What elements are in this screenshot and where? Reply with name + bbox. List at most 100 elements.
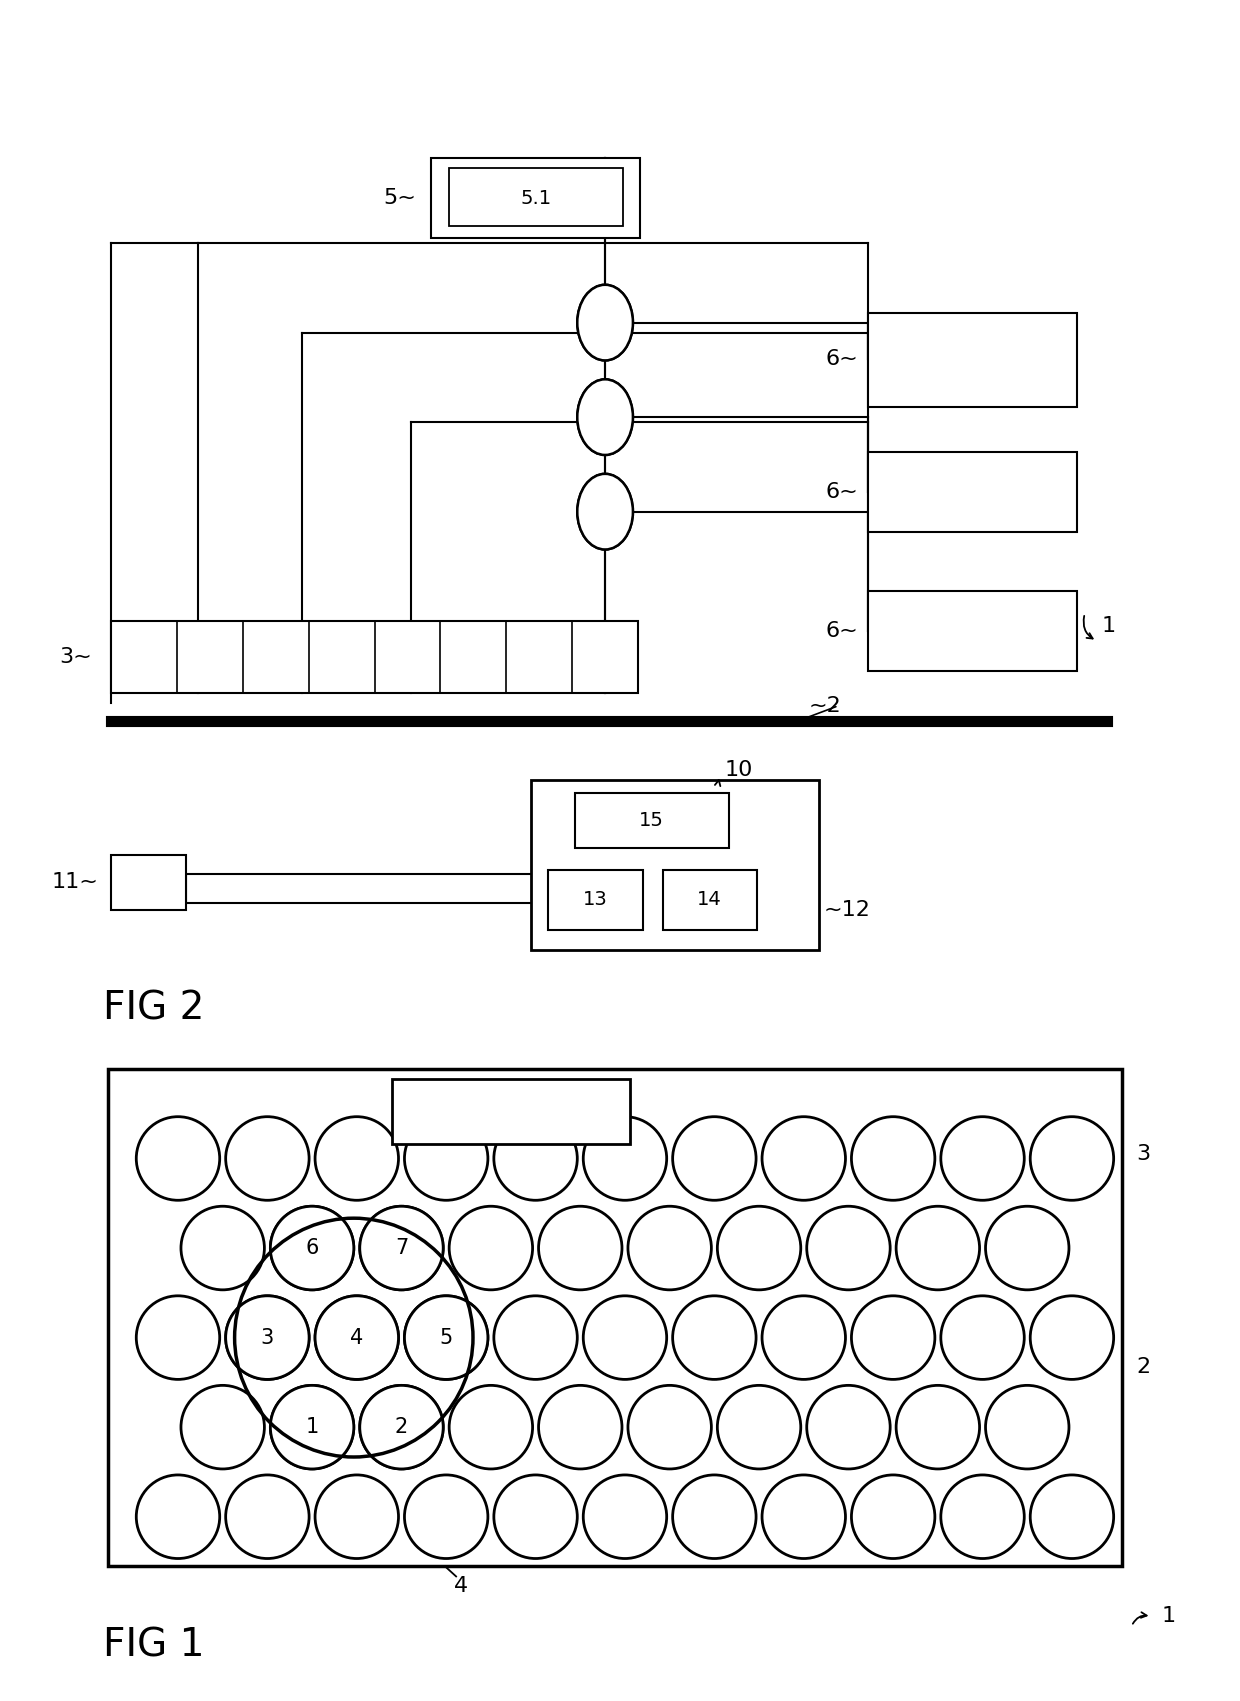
Circle shape [315,1296,398,1380]
Circle shape [627,1385,712,1470]
Text: 2: 2 [1137,1357,1151,1378]
Bar [449,168,622,226]
Circle shape [226,1296,309,1380]
Circle shape [270,1385,353,1470]
Text: 6~: 6~ [826,621,858,641]
Circle shape [897,1385,980,1470]
Circle shape [852,1116,935,1201]
Circle shape [270,1206,353,1289]
Circle shape [672,1475,756,1558]
Circle shape [404,1296,487,1380]
Circle shape [763,1116,846,1201]
Ellipse shape [578,379,632,454]
Circle shape [1030,1116,1114,1201]
Circle shape [538,1385,622,1470]
Ellipse shape [578,284,632,361]
Circle shape [807,1206,890,1289]
Bar [392,1078,630,1143]
Circle shape [897,1206,980,1289]
Text: 5~: 5~ [383,189,417,208]
Circle shape [494,1296,578,1380]
Circle shape [360,1206,443,1289]
Bar [548,869,642,930]
Circle shape [986,1385,1069,1470]
Ellipse shape [578,475,632,549]
Circle shape [315,1475,398,1558]
Text: 4: 4 [350,1327,363,1347]
Circle shape [672,1296,756,1380]
Circle shape [449,1206,533,1289]
Text: 1: 1 [1102,616,1116,636]
Bar [432,158,640,238]
Text: 7: 7 [394,1238,408,1259]
Circle shape [494,1116,578,1201]
Circle shape [315,1116,398,1201]
Circle shape [672,1116,756,1201]
Text: FIG 1: FIG 1 [103,1626,205,1664]
Circle shape [270,1385,353,1470]
Text: 2: 2 [394,1417,408,1437]
Circle shape [404,1116,487,1201]
Circle shape [718,1385,801,1470]
Bar [662,869,758,930]
Circle shape [941,1475,1024,1558]
Text: 11~: 11~ [52,873,98,891]
Text: 3: 3 [1137,1143,1151,1163]
Bar [575,793,729,849]
Circle shape [852,1296,935,1380]
Text: 6~: 6~ [826,349,858,369]
Text: 15: 15 [640,811,665,830]
Circle shape [494,1475,578,1558]
Circle shape [181,1206,264,1289]
Circle shape [449,1385,533,1470]
Circle shape [763,1475,846,1558]
Text: 6~: 6~ [826,481,858,502]
Circle shape [852,1475,935,1558]
Circle shape [538,1206,622,1289]
Circle shape [627,1206,712,1289]
Circle shape [986,1206,1069,1289]
Text: ~12: ~12 [823,900,870,920]
Text: 3~: 3~ [58,646,92,667]
Circle shape [583,1296,667,1380]
Bar [868,592,1076,670]
Circle shape [360,1385,443,1470]
Ellipse shape [578,379,632,454]
Text: 13: 13 [583,890,608,910]
Text: 4: 4 [454,1577,469,1596]
Text: 10: 10 [724,760,753,781]
Circle shape [583,1116,667,1201]
Circle shape [270,1206,353,1289]
Ellipse shape [578,284,632,361]
Circle shape [136,1475,219,1558]
Circle shape [1030,1475,1114,1558]
Circle shape [226,1475,309,1558]
Circle shape [718,1206,801,1289]
Circle shape [1030,1296,1114,1380]
Circle shape [763,1296,846,1380]
Text: FIG 2: FIG 2 [103,990,205,1027]
Circle shape [136,1296,219,1380]
Circle shape [941,1296,1024,1380]
Circle shape [404,1296,487,1380]
Text: 14: 14 [697,890,722,910]
Text: 1: 1 [305,1417,319,1437]
Circle shape [181,1385,264,1470]
Circle shape [941,1116,1024,1201]
Bar [112,856,186,910]
Circle shape [136,1116,219,1201]
Circle shape [807,1385,890,1470]
Circle shape [226,1116,309,1201]
Bar [531,781,818,949]
Circle shape [360,1206,443,1289]
Text: 5: 5 [439,1327,453,1347]
Text: 3: 3 [260,1327,274,1347]
Circle shape [360,1385,443,1470]
Text: ~2: ~2 [808,696,842,716]
Bar [868,452,1076,532]
Text: 5.1: 5.1 [520,189,551,208]
Bar [108,1068,1122,1567]
Bar [868,313,1076,407]
Circle shape [315,1296,398,1380]
Bar [112,621,637,692]
